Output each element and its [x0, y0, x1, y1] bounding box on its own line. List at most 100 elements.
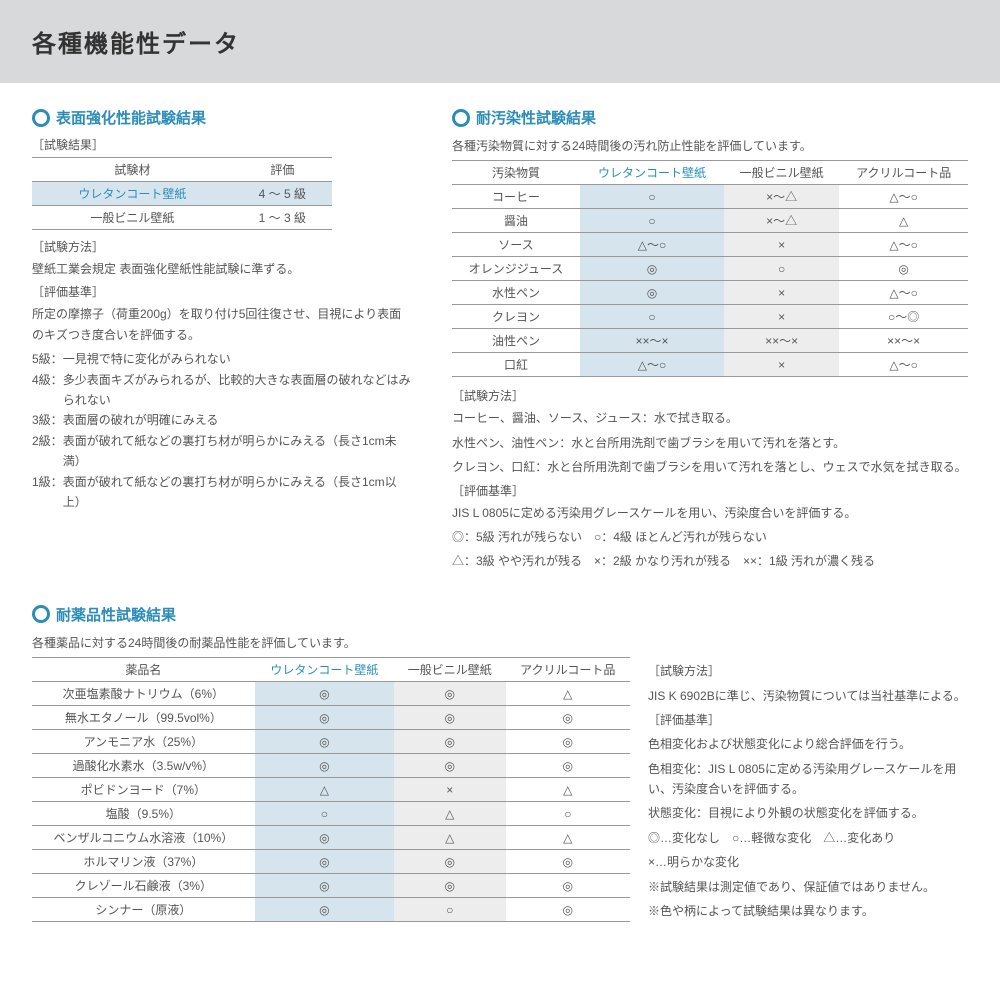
cell: ◎ — [255, 706, 394, 730]
text: JIS L 0805に定める汚染用グレースケールを用い、汚染度合いを評価する。 — [452, 503, 968, 523]
cell: 次亜塩素酸ナトリウム（6%） — [32, 682, 255, 706]
cell: △ — [506, 682, 630, 706]
text: 色相変化および状態変化により総合評価を行う。 — [648, 734, 968, 754]
cell: × — [724, 305, 839, 329]
cell: ◎ — [255, 730, 394, 754]
cell: ◎ — [506, 706, 630, 730]
th: アクリルコート品 — [506, 658, 630, 682]
text: ※色や柄によって試験結果は異なります。 — [648, 901, 968, 921]
k: 3級： — [32, 410, 63, 430]
th: 試験材 — [32, 158, 233, 182]
cell: ポビドンヨード（7%） — [32, 778, 255, 802]
section-title: 表面強化性能試験結果 — [32, 107, 412, 128]
cell: 1 ～ 3 級 — [233, 206, 332, 230]
label: ［試験方法］ — [452, 387, 968, 404]
label: ［評価基準］ — [452, 482, 968, 499]
cell: × — [724, 233, 839, 257]
text: 壁紙工業会規定 表面強化壁紙性能試験に準ずる。 — [32, 259, 412, 279]
text: ×…明らかな変化 — [648, 852, 968, 872]
th: ウレタンコート壁紙 — [255, 658, 394, 682]
th: 一般ビニル壁紙 — [724, 161, 839, 185]
cell: 一般ビニル壁紙 — [32, 206, 233, 230]
cell: ○～◎ — [839, 305, 968, 329]
cell: ○ — [724, 257, 839, 281]
v: 一見視で特に変化がみられない — [63, 349, 231, 369]
cell: ◎ — [839, 257, 968, 281]
k: 4級： — [32, 370, 63, 411]
cell: ◎ — [580, 257, 724, 281]
table-surface: 試験材評価 ウレタンコート壁紙4 ～ 5 級 一般ビニル壁紙1 ～ 3 級 — [32, 157, 332, 230]
cell: ○ — [580, 305, 724, 329]
k: 状態変化： — [648, 806, 708, 820]
cell: オレンジジュース — [452, 257, 580, 281]
cell: 無水エタノール（99.5vol%） — [32, 706, 255, 730]
cell: クレヨン — [452, 305, 580, 329]
cell: ◎ — [255, 898, 394, 922]
cell: △～○ — [839, 353, 968, 377]
cell: ウレタンコート壁紙 — [32, 182, 233, 206]
cell: 塩酸（9.5%） — [32, 802, 255, 826]
text: ※試験結果は測定値であり、保証値ではありません。 — [648, 877, 968, 897]
cell: ××～× — [724, 329, 839, 353]
th: 一般ビニル壁紙 — [394, 658, 505, 682]
cell: 過酸化水素水（3.5w/v%） — [32, 754, 255, 778]
sub-label: ［試験結果］ — [32, 136, 412, 153]
cell: △ — [839, 209, 968, 233]
label: ［評価基準］ — [648, 710, 968, 730]
cell: ◎ — [506, 898, 630, 922]
cell: ◎ — [394, 730, 505, 754]
cell: アンモニア水（25%） — [32, 730, 255, 754]
cell: × — [724, 353, 839, 377]
cell: ◎ — [394, 754, 505, 778]
cell: ◎ — [255, 682, 394, 706]
th: 評価 — [233, 158, 332, 182]
cell: 醤油 — [452, 209, 580, 233]
cell: ◎ — [255, 874, 394, 898]
th: アクリルコート品 — [839, 161, 968, 185]
cell: ◎ — [506, 850, 630, 874]
text: 各種汚染物質に対する24時間後の汚れ防止性能を評価しています。 — [452, 136, 968, 156]
label: ［試験方法］ — [648, 661, 968, 681]
cell: ◎ — [506, 730, 630, 754]
cell: △～○ — [839, 185, 968, 209]
cell: ○ — [255, 802, 394, 826]
section-stain: 耐汚染性試験結果 各種汚染物質に対する24時間後の汚れ防止性能を評価しています。… — [452, 107, 968, 576]
cell: ホルマリン液（37%） — [32, 850, 255, 874]
cell: △ — [255, 778, 394, 802]
cell: ◎ — [394, 850, 505, 874]
k: 2級： — [32, 431, 63, 472]
cell: △ — [394, 826, 505, 850]
th: 汚染物質 — [452, 161, 580, 185]
content: 表面強化性能試験結果 ［試験結果］ 試験材評価 ウレタンコート壁紙4 ～ 5 級… — [0, 83, 1000, 977]
cell: ××～× — [580, 329, 724, 353]
cell: × — [724, 281, 839, 305]
chemical-notes: ［試験方法］ JIS K 6902Bに準じ、汚染物質については当社基準による。 … — [648, 657, 968, 925]
cell: ×～△ — [724, 209, 839, 233]
cell: △ — [506, 778, 630, 802]
cell: ◎ — [255, 754, 394, 778]
text: 水性ペン、油性ペン：水と台所用洗剤で歯ブラシを用いて汚れを落とす。 — [452, 433, 968, 453]
cell: クレゾール石鹸液（3%） — [32, 874, 255, 898]
label: ［試験方法］ — [32, 238, 412, 255]
k: 5級： — [32, 349, 63, 369]
cell: △～○ — [580, 233, 724, 257]
page-title: 各種機能性データ — [32, 24, 968, 59]
text: クレヨン、口紅：水と台所用洗剤で歯ブラシを用いて汚れを落とし、ウェスで水気を拭き… — [452, 457, 968, 477]
cell: △～○ — [839, 233, 968, 257]
cell: △～○ — [839, 281, 968, 305]
cell: 水性ペン — [452, 281, 580, 305]
table-stain: 汚染物質 ウレタンコート壁紙 一般ビニル壁紙 アクリルコート品 コーヒー○×～△… — [452, 160, 968, 377]
cell: ◎ — [394, 706, 505, 730]
cell: ○ — [580, 185, 724, 209]
label: ［評価基準］ — [32, 283, 412, 300]
section-chemical: 耐薬品性試験結果 各種薬品に対する24時間後の耐薬品性能を評価しています。 薬品… — [32, 604, 968, 926]
cell: ◎ — [506, 754, 630, 778]
table-chemical: 薬品名 ウレタンコート壁紙 一般ビニル壁紙 アクリルコート品 次亜塩素酸ナトリウ… — [32, 657, 630, 922]
th: ウレタンコート壁紙 — [580, 161, 724, 185]
cell: × — [394, 778, 505, 802]
text: JIS K 6902Bに準じ、汚染物質については当社基準による。 — [648, 686, 968, 706]
v: 表面が破れて紙などの裏打ち材が明らかにみえる（長さ1cm未満） — [63, 431, 412, 472]
cell: △ — [394, 802, 505, 826]
text: ◎：5級 汚れが残らない ○：4級 ほとんど汚れが残らない — [452, 527, 968, 547]
header-bar: 各種機能性データ — [0, 0, 1000, 83]
